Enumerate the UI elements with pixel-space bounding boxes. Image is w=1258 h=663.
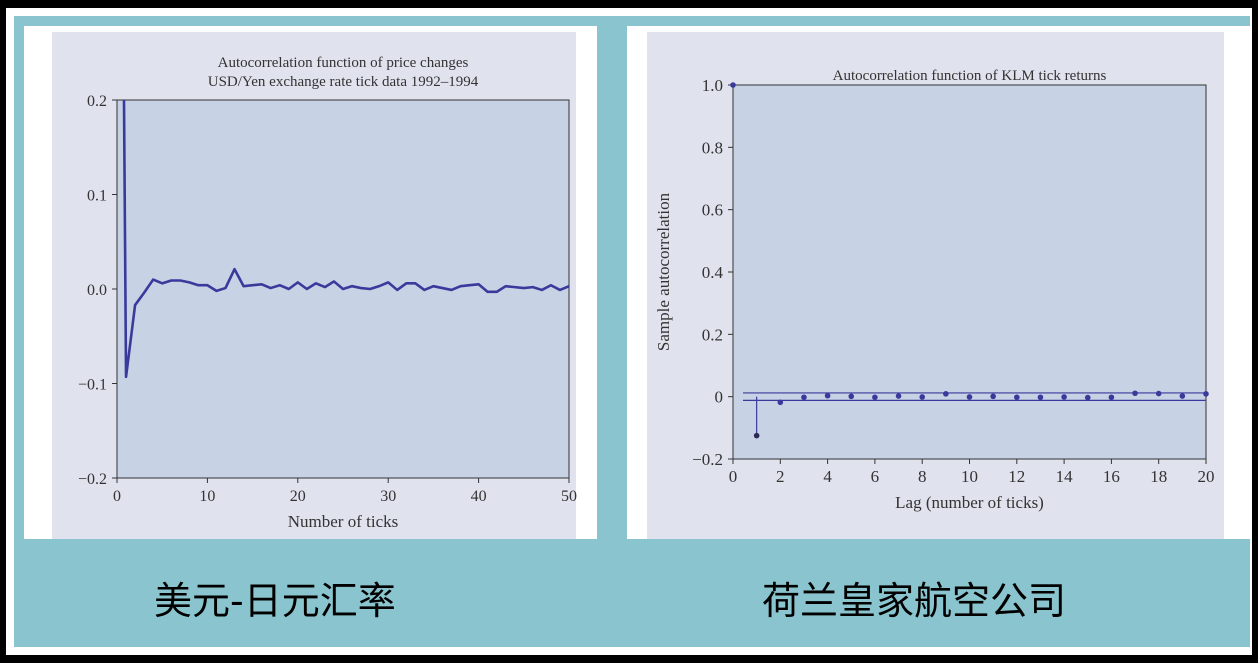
x-tick-label: 16	[1103, 467, 1120, 486]
caption-klm: 荷兰皇家航空公司	[762, 579, 1067, 623]
acf-point	[919, 394, 925, 400]
y-tick-label: 0	[715, 388, 724, 407]
x-tick-label: 20	[1198, 467, 1215, 486]
acf-point	[1203, 391, 1209, 397]
x-axis-label: Number of ticks	[288, 512, 398, 531]
teal-frame: Autocorrelation function of price change…	[14, 16, 1250, 647]
x-tick-label: 20	[290, 488, 306, 505]
acf-point	[1084, 394, 1091, 401]
acf-point	[777, 399, 784, 406]
chart-title: Autocorrelation function of price change…	[218, 55, 469, 71]
x-tick-label: 40	[471, 488, 487, 505]
x-tick-label: 6	[871, 467, 880, 486]
acf-chart-klm: Autocorrelation function of KLM tick ret…	[647, 32, 1224, 539]
acf-point	[1132, 390, 1138, 397]
x-tick-label: 14	[1056, 467, 1074, 486]
y-tick-label: 0.0	[87, 282, 107, 299]
acf-point	[1014, 394, 1020, 401]
slide: Autocorrelation function of price change…	[6, 8, 1252, 655]
x-tick-label: 18	[1150, 467, 1167, 486]
acf-point	[1179, 393, 1186, 399]
acf-point	[966, 394, 973, 400]
acf-point	[943, 391, 949, 397]
chart-panel-klm: Autocorrelation function of KLM tick ret…	[627, 26, 1250, 539]
acf-point	[895, 393, 902, 399]
acf-point	[824, 392, 831, 399]
chart-subtitle: USD/Yen exchange rate tick data 1992–199…	[208, 74, 479, 90]
x-tick-label: 12	[1008, 467, 1025, 486]
y-tick-label: 0.2	[702, 325, 723, 344]
acf-series-line	[122, 100, 569, 379]
acf-point	[872, 394, 878, 401]
acf-point	[730, 82, 736, 88]
chart-title: Autocorrelation function of KLM tick ret…	[833, 68, 1107, 84]
y-tick-label: 0.4	[702, 263, 724, 282]
y-tick-label: 1.0	[702, 76, 723, 95]
x-tick-label: 8	[918, 467, 927, 486]
acf-point	[1061, 394, 1067, 400]
x-tick-label: 0	[729, 467, 738, 486]
acf-point	[1037, 394, 1044, 401]
acf-chart-usd-yen: Autocorrelation function of price change…	[52, 32, 577, 539]
acf-point	[990, 393, 996, 400]
y-tick-label: 0.8	[702, 138, 723, 157]
acf-point	[1108, 394, 1115, 401]
y-axis-label: Sample autocorrelation	[654, 192, 673, 351]
x-axis-label: Lag (number of ticks)	[895, 493, 1044, 512]
y-tick-label: 0.6	[702, 201, 723, 220]
y-tick-label: −0.2	[692, 450, 723, 469]
y-tick-label: −0.1	[78, 377, 107, 394]
x-tick-label: 4	[823, 467, 832, 486]
x-tick-label: 30	[380, 488, 396, 505]
x-tick-label: 10	[199, 488, 215, 505]
chart-panel-usd-yen: Autocorrelation function of price change…	[24, 26, 597, 539]
y-tick-label: −0.2	[78, 471, 107, 488]
plot-area	[732, 84, 1207, 460]
y-tick-label: 0.1	[87, 188, 107, 205]
acf-point	[1155, 390, 1162, 397]
series-group	[122, 100, 569, 379]
caption-usd-yen: 美元-日元汇率	[154, 579, 396, 623]
x-tick-label: 2	[776, 467, 785, 486]
y-tick-label: 0.2	[87, 93, 107, 110]
x-tick-label: 50	[561, 488, 577, 505]
x-tick-label: 0	[113, 488, 121, 505]
x-tick-label: 10	[961, 467, 978, 486]
acf-point	[848, 393, 855, 400]
acf-point	[801, 394, 807, 401]
acf-point	[753, 432, 760, 439]
